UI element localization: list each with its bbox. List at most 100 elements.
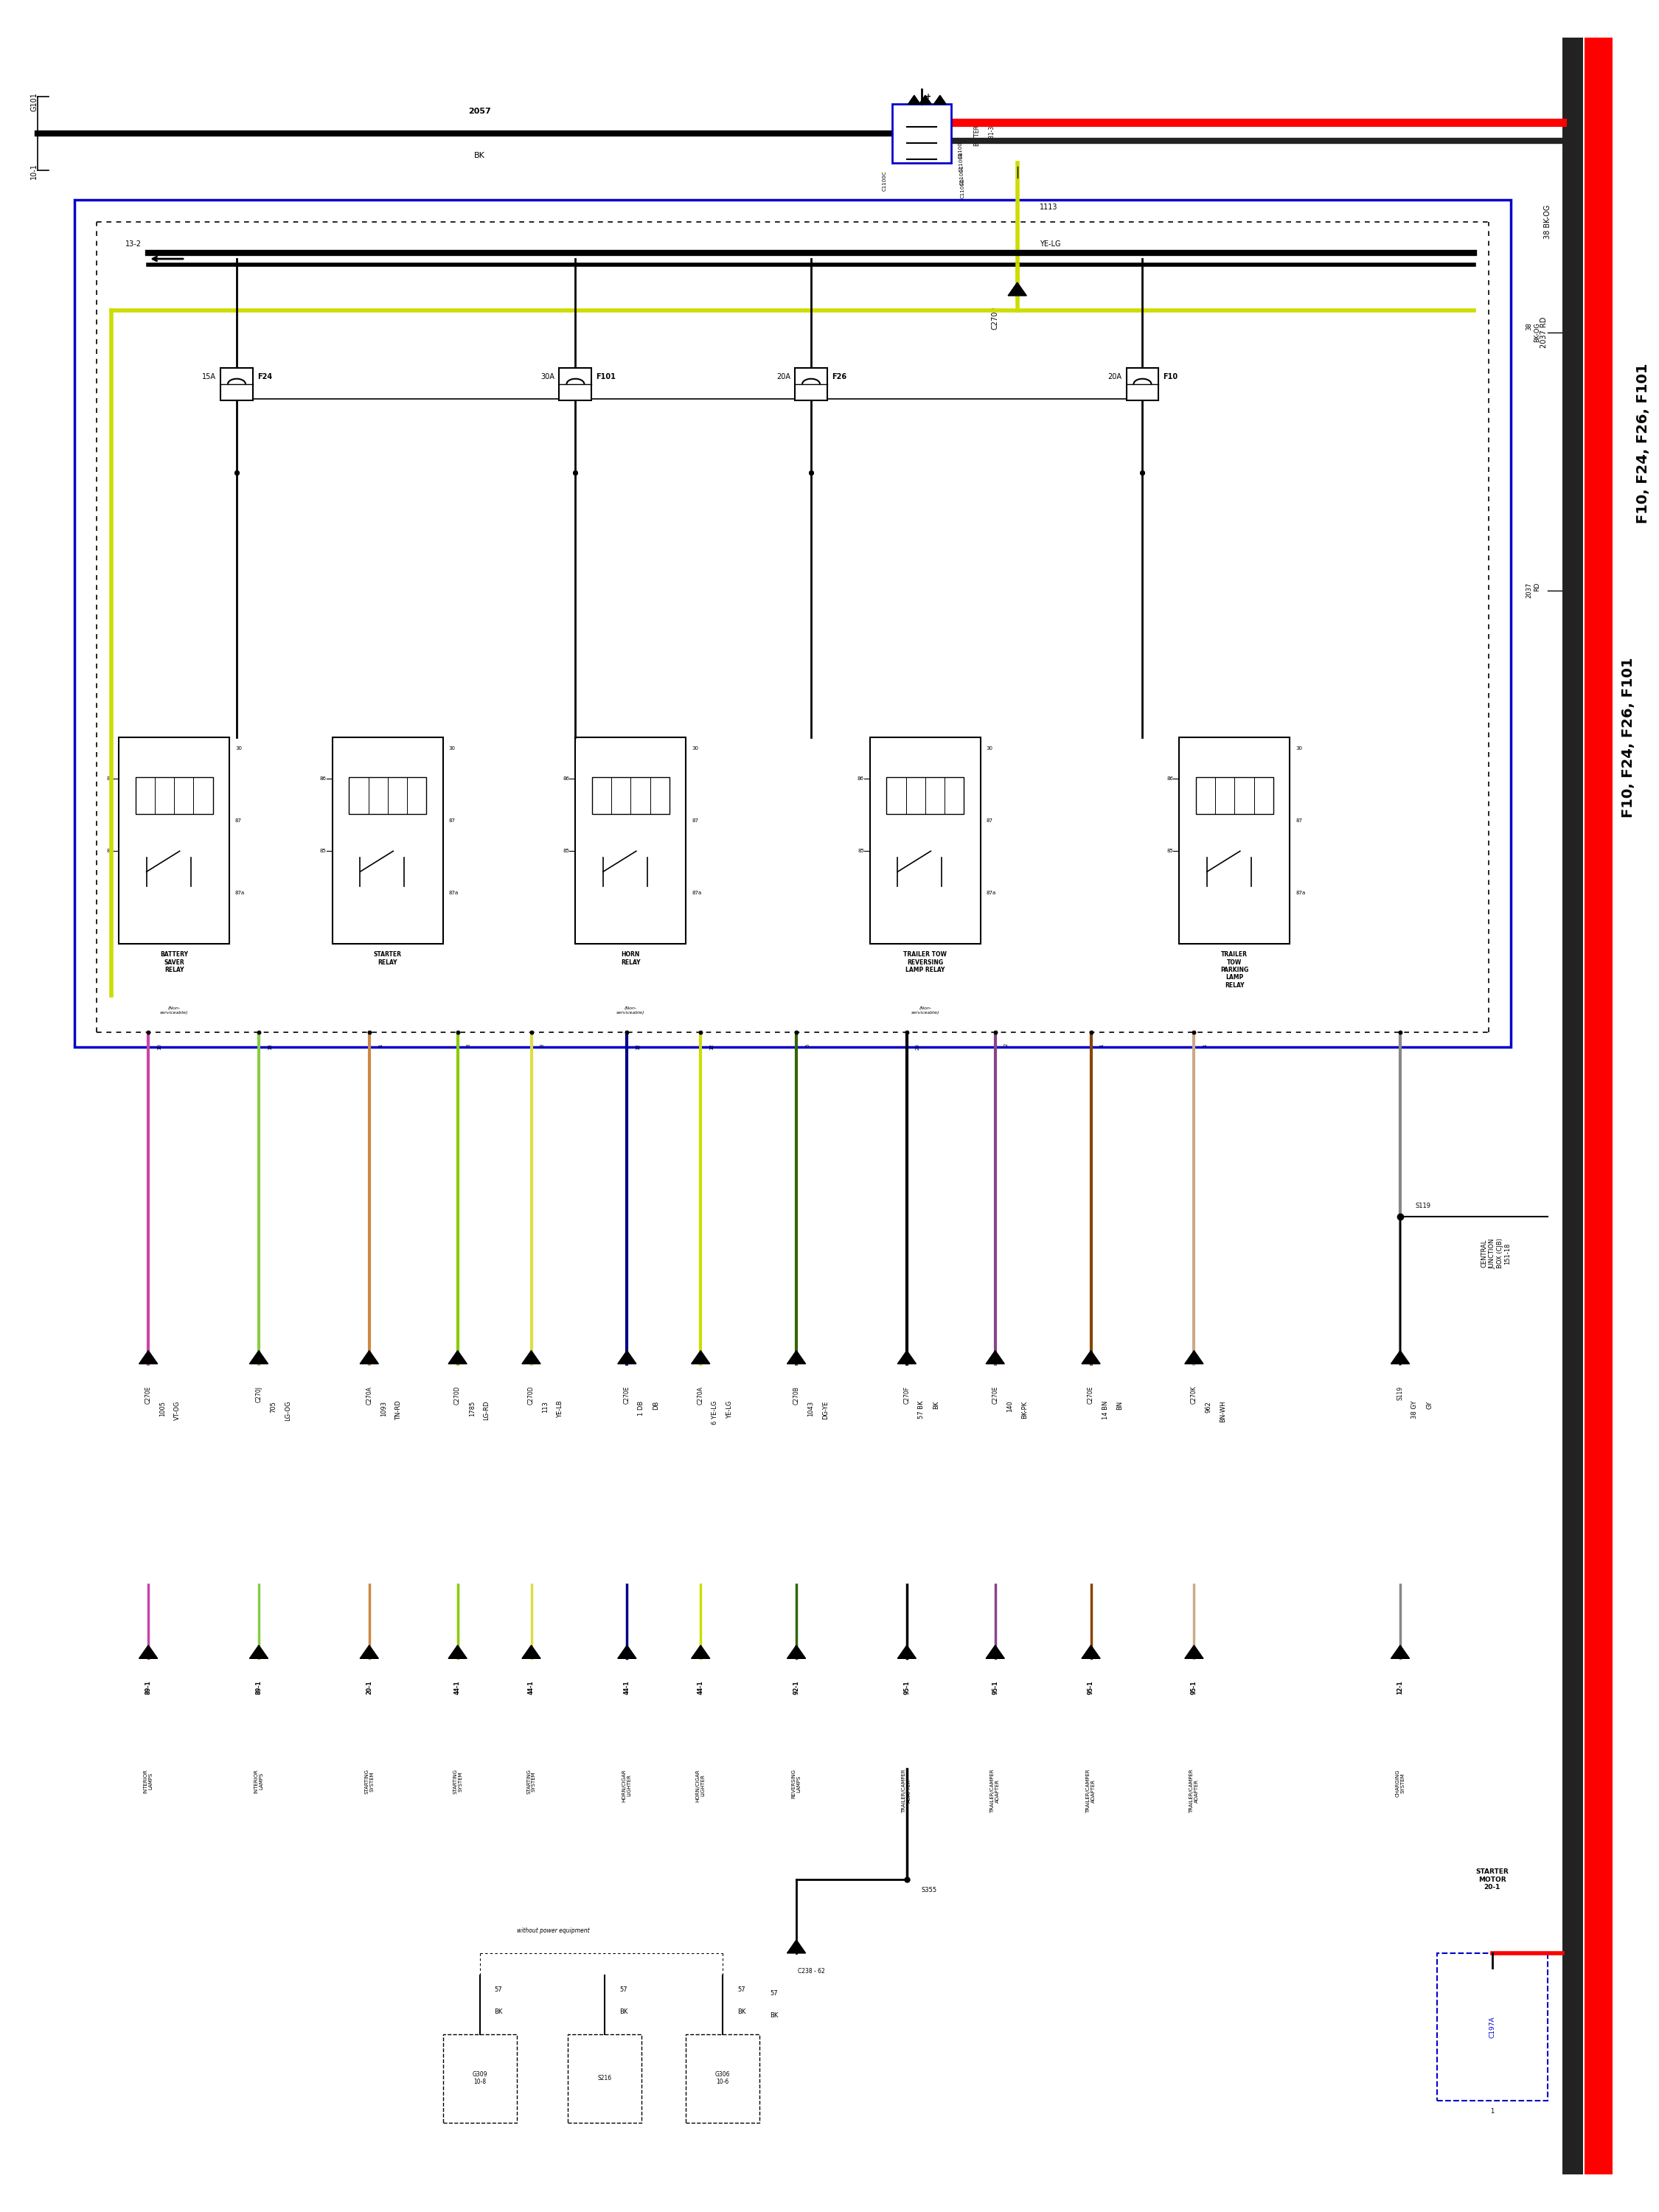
Text: +: +	[926, 93, 931, 100]
Text: C270A: C270A	[697, 1387, 703, 1405]
Text: DB: DB	[652, 1400, 659, 1409]
Text: INTERIOR
LAMPS: INTERIOR LAMPS	[144, 1770, 153, 1794]
Text: BK: BK	[932, 1400, 939, 1409]
Text: F101: F101	[596, 374, 615, 380]
Text: C270K: C270K	[1191, 1387, 1198, 1405]
Text: TRAILER
TOW
PARKING
LAMP
RELAY: TRAILER TOW PARKING LAMP RELAY	[1221, 951, 1249, 989]
Text: 1B1-3: 1B1-3	[987, 126, 994, 142]
Text: 15: 15	[267, 1044, 272, 1051]
FancyBboxPatch shape	[576, 737, 685, 945]
Polygon shape	[907, 95, 921, 104]
Text: VT-OG: VT-OG	[174, 1400, 181, 1420]
Text: 1043: 1043	[808, 1400, 815, 1416]
Text: 85: 85	[858, 849, 864, 854]
Text: 89-1: 89-1	[255, 1681, 262, 1694]
Text: (Non-
serviceable): (Non- serviceable)	[911, 1006, 939, 1015]
FancyBboxPatch shape	[1437, 1953, 1548, 2101]
Polygon shape	[448, 1352, 466, 1365]
FancyBboxPatch shape	[1180, 737, 1289, 945]
Text: 140: 140	[1007, 1400, 1014, 1411]
Text: 30: 30	[1296, 745, 1302, 750]
Text: 20: 20	[916, 1044, 921, 1051]
FancyBboxPatch shape	[869, 737, 980, 945]
FancyBboxPatch shape	[119, 737, 229, 945]
Polygon shape	[249, 1352, 269, 1365]
Text: without power equipment: without power equipment	[518, 1927, 589, 1933]
Text: C1100C: C1100C	[883, 170, 888, 190]
Text: STARTING
SYSTEM: STARTING SYSTEM	[365, 1770, 373, 1794]
Text: 87: 87	[450, 818, 456, 823]
Polygon shape	[1185, 1352, 1203, 1365]
FancyBboxPatch shape	[136, 776, 212, 814]
Text: 2037 RD: 2037 RD	[1540, 316, 1548, 347]
Text: 30: 30	[450, 745, 456, 750]
Polygon shape	[617, 1352, 637, 1365]
Text: 6: 6	[805, 1044, 810, 1046]
FancyBboxPatch shape	[893, 104, 951, 164]
Text: TRAILER/CAMPER
ADAPTER: TRAILER/CAMPER ADAPTER	[902, 1770, 911, 1814]
Polygon shape	[523, 1646, 541, 1659]
FancyBboxPatch shape	[348, 776, 426, 814]
Text: C270A: C270A	[367, 1387, 373, 1405]
Text: TRAILER/CAMPER
ADAPTER: TRAILER/CAMPER ADAPTER	[1190, 1770, 1199, 1814]
Text: 92-1: 92-1	[793, 1681, 800, 1694]
Text: STARTING
SYSTEM: STARTING SYSTEM	[453, 1770, 463, 1794]
Text: 1: 1	[1100, 1044, 1105, 1046]
Text: STARTER
RELAY: STARTER RELAY	[373, 951, 401, 967]
Text: 86: 86	[1166, 776, 1173, 781]
Text: 87a: 87a	[450, 891, 458, 896]
Text: 30: 30	[236, 745, 242, 750]
Text: STARTING
SYSTEM: STARTING SYSTEM	[526, 1770, 536, 1794]
Text: 12: 12	[635, 1044, 640, 1051]
Text: BK: BK	[738, 2008, 747, 2015]
Polygon shape	[692, 1352, 710, 1365]
Text: 87a: 87a	[236, 891, 246, 896]
Text: 12: 12	[710, 1044, 713, 1051]
Text: 87: 87	[236, 818, 242, 823]
Text: (Non-
serviceable): (Non- serviceable)	[617, 1006, 645, 1015]
Polygon shape	[1390, 1352, 1410, 1365]
Polygon shape	[898, 1646, 916, 1659]
Polygon shape	[1082, 1352, 1100, 1365]
Text: LG-RD: LG-RD	[483, 1400, 489, 1420]
Text: F10: F10	[1163, 374, 1178, 380]
Text: 14 BN: 14 BN	[1102, 1400, 1108, 1420]
Text: 6 YE-LG: 6 YE-LG	[712, 1400, 718, 1425]
Polygon shape	[1009, 283, 1027, 296]
Polygon shape	[139, 1646, 158, 1659]
Text: 20-1: 20-1	[367, 1681, 373, 1694]
Text: 87: 87	[987, 818, 994, 823]
Text: 1: 1	[1490, 2108, 1495, 2115]
FancyBboxPatch shape	[592, 776, 669, 814]
Text: F10, F24, F26, F101: F10, F24, F26, F101	[1636, 363, 1651, 524]
Text: REVERSING
LAMPS: REVERSING LAMPS	[791, 1770, 801, 1798]
Text: 95-1: 95-1	[992, 1681, 999, 1694]
Text: YE-LG: YE-LG	[1040, 241, 1060, 248]
Text: 30A: 30A	[541, 374, 554, 380]
Text: 2057: 2057	[468, 108, 491, 115]
Polygon shape	[985, 1646, 1004, 1659]
Text: 12-1: 12-1	[1397, 1681, 1404, 1694]
Text: 57: 57	[619, 1986, 627, 1993]
Text: 10-1: 10-1	[30, 164, 38, 179]
Text: 1 DB: 1 DB	[639, 1400, 645, 1416]
Text: 87: 87	[1296, 818, 1302, 823]
Text: BN: BN	[1117, 1400, 1123, 1409]
Text: 20A: 20A	[776, 374, 790, 380]
Text: BK: BK	[770, 2013, 778, 2020]
Text: C270E: C270E	[144, 1387, 151, 1405]
Text: BK-PK: BK-PK	[1020, 1400, 1027, 1418]
FancyBboxPatch shape	[795, 367, 828, 400]
Text: BATTERY: BATTERY	[974, 122, 980, 146]
Text: C270E: C270E	[992, 1387, 999, 1405]
Text: S119: S119	[1415, 1203, 1430, 1210]
Text: 2037
RD: 2037 RD	[1526, 582, 1540, 597]
Polygon shape	[898, 1352, 916, 1365]
Text: (Non-
serviceable): (Non- serviceable)	[159, 1006, 187, 1015]
Text: 962: 962	[1204, 1400, 1211, 1413]
Polygon shape	[786, 1646, 806, 1659]
Text: F10, F24, F26, F101: F10, F24, F26, F101	[1621, 657, 1636, 818]
Text: 38 BK-OG: 38 BK-OG	[1545, 206, 1551, 239]
Text: C1100D: C1100D	[961, 177, 966, 199]
Text: S355: S355	[921, 1887, 937, 1893]
